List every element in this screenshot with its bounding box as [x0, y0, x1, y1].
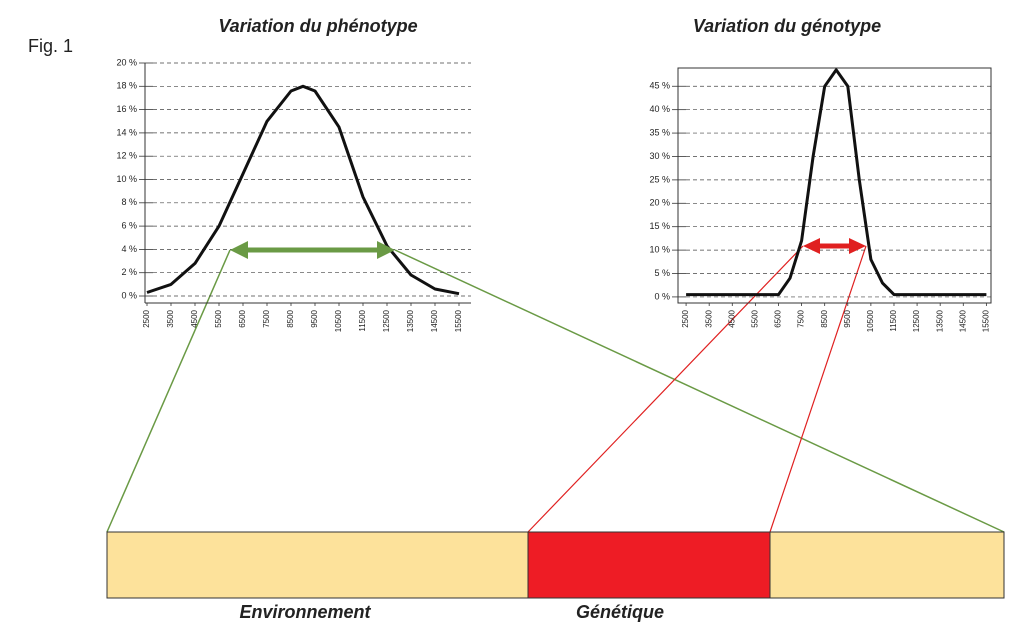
chart-title: Variation du phénotype — [218, 16, 417, 36]
environment-bar — [106, 531, 529, 599]
y-tick-label: 14 % — [116, 127, 137, 137]
y-tick-label: 0 % — [654, 291, 670, 301]
connector — [769, 245, 867, 533]
x-tick-label: 2500 — [142, 309, 151, 327]
y-tick-label: 5 % — [654, 268, 670, 278]
chart-title: Variation du génotype — [693, 16, 881, 36]
curve — [146, 84, 460, 296]
y-tick-label: 40 % — [649, 104, 670, 114]
y-tick-label: 10 % — [116, 174, 137, 184]
y-tick-label: 6 % — [121, 220, 137, 230]
y-tick-label: 16 % — [116, 104, 137, 114]
x-tick-label: 4500 — [727, 309, 736, 327]
y-tick-label: 35 % — [649, 127, 670, 137]
genetic-bar — [527, 531, 771, 599]
x-tick-label: 11500 — [889, 309, 898, 331]
x-tick-label: 10500 — [866, 309, 875, 332]
x-tick-label: 6500 — [238, 309, 247, 327]
y-tick-label: 10 % — [649, 244, 670, 254]
frame — [677, 67, 992, 304]
x-tick-label: 9500 — [843, 309, 852, 327]
charts: 0 % 2 % 4 % 6 % 8 % 10 % 12 % 14 % 16 % 18 % 20 % 2… — [116, 57, 992, 332]
x-tick-label: 13500 — [935, 309, 944, 332]
bar-label: Génétique — [576, 602, 664, 622]
y-tick-label: 2 % — [121, 267, 137, 277]
x-tick-label: 6500 — [774, 309, 783, 327]
x-tick-label: 11500 — [358, 309, 367, 331]
environment-bar — [769, 531, 1005, 599]
x-tick-label: 15500 — [981, 309, 990, 332]
x-tick-label: 10500 — [334, 309, 343, 332]
x-tick-label: 14500 — [430, 309, 439, 332]
connector — [394, 249, 1005, 533]
x-tick-label: 8500 — [820, 309, 829, 327]
x-tick-label: 13500 — [406, 309, 415, 332]
range-arrow — [803, 238, 866, 254]
x-tick-label: 2500 — [681, 309, 690, 327]
x-tick-label: 14500 — [958, 309, 967, 332]
curve — [686, 68, 987, 297]
figure-label: Fig. 1 — [28, 36, 73, 56]
x-tick-label: 5500 — [214, 309, 223, 327]
x-tick-label: 4500 — [190, 309, 199, 327]
y-tick-label: 8 % — [121, 197, 137, 207]
y-tick-label: 18 % — [116, 81, 137, 91]
y-tick-label: 25 % — [649, 174, 670, 184]
y-tick-label: 20 % — [116, 57, 137, 67]
x-tick-label: 9500 — [310, 309, 319, 327]
connector — [106, 249, 231, 533]
x-tick-label: 5500 — [750, 309, 759, 327]
x-tick-label: 3500 — [166, 309, 175, 327]
x-tick-label: 8500 — [286, 309, 295, 327]
y-tick-label: 20 % — [649, 198, 670, 208]
x-tick-label: 7500 — [797, 309, 806, 327]
x-tick-label: 12500 — [912, 309, 921, 332]
y-tick-label: 30 % — [649, 151, 670, 161]
x-tick-label: 12500 — [382, 309, 391, 332]
y-tick-label: 0 % — [121, 290, 137, 300]
x-tick-label: 7500 — [262, 309, 271, 327]
y-tick-label: 15 % — [649, 221, 670, 231]
y-tick-label: 45 % — [649, 81, 670, 91]
x-tick-label: 15500 — [454, 309, 463, 332]
connector — [527, 245, 804, 533]
bar-label: Environnement — [239, 602, 371, 622]
range-arrow — [230, 241, 395, 259]
x-tick-label: 3500 — [704, 309, 713, 327]
y-tick-label: 12 % — [116, 151, 137, 161]
y-tick-label: 4 % — [121, 244, 137, 254]
